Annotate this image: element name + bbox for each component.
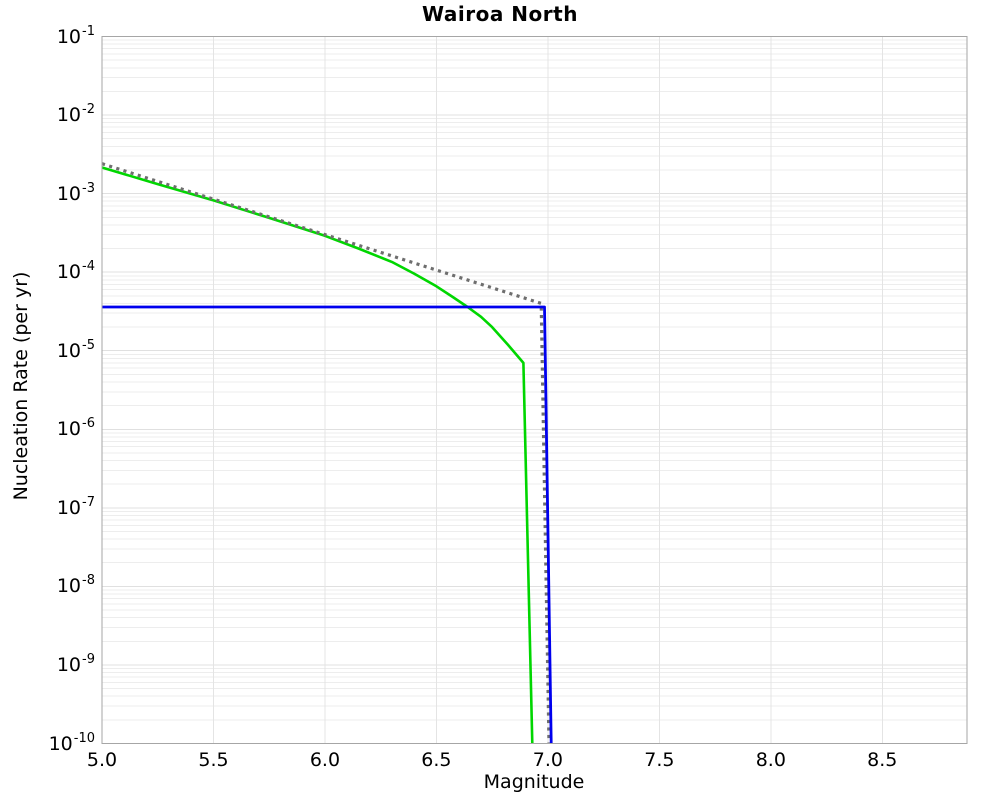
y-tick-label: 10-7 [56,494,95,519]
y-axis-label: Nucleation Rate (per yr) [10,271,32,501]
y-tick-label: 10-10 [48,730,95,755]
y-tick-label: 10-5 [56,337,95,362]
y-tick-label: 10-4 [56,259,95,284]
plot-frame [101,35,968,745]
solid-green-line [102,166,534,744]
x-tick-label: 7.0 [532,749,563,771]
x-tick-label: 6.0 [309,749,341,771]
y-tick-label: 10-3 [56,180,95,205]
dotted-gray-line [102,162,551,744]
y-tick-label: 10-9 [56,651,95,676]
x-tick-label: 5.0 [86,749,118,771]
y-tick-label: 10-6 [56,416,95,441]
x-tick-label: 8.5 [867,749,898,771]
x-tick-label: 5.5 [198,749,229,771]
y-tick-label: 10-2 [56,102,95,127]
gridlines [101,36,967,744]
series-group [102,162,553,744]
x-axis-label: Magnitude [483,771,585,793]
chart-title: Wairoa North [422,2,578,26]
y-tick-label: 10-8 [56,573,95,598]
solid-blue-line [102,305,553,744]
x-tick-label: 7.5 [644,749,675,771]
y-tick-label: 10-1 [56,23,95,48]
x-tick-label: 6.5 [421,749,452,771]
x-tick-label: 8.0 [755,749,786,771]
